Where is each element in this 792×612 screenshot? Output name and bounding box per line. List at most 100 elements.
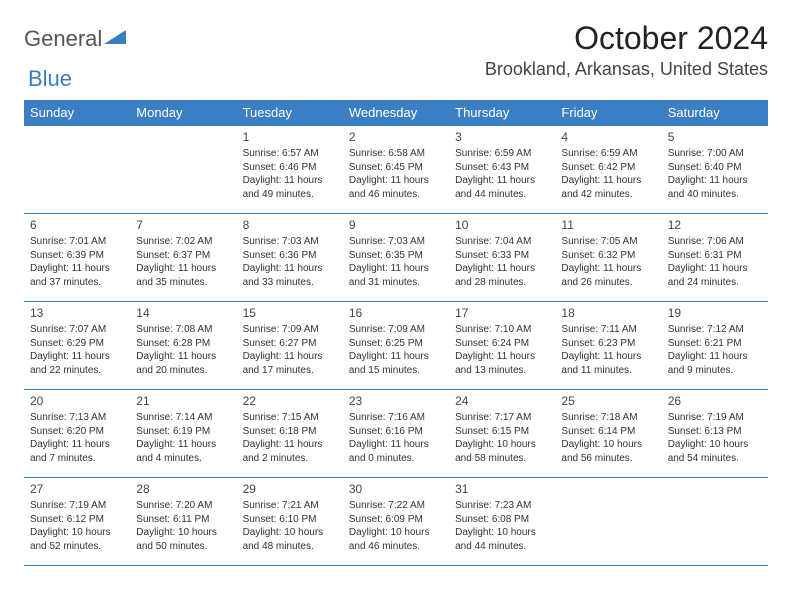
weekday-header: Sunday — [24, 100, 130, 126]
month-title: October 2024 — [485, 20, 768, 57]
day-number: 13 — [30, 305, 124, 321]
day-number: 17 — [455, 305, 549, 321]
weekday-header: Tuesday — [237, 100, 343, 126]
calendar-table: SundayMondayTuesdayWednesdayThursdayFrid… — [24, 100, 768, 566]
calendar-cell — [555, 478, 661, 566]
day-info: Sunrise: 7:02 AMSunset: 6:37 PMDaylight:… — [136, 235, 230, 289]
day-info: Sunrise: 7:09 AMSunset: 6:25 PMDaylight:… — [349, 323, 443, 377]
calendar-cell: 11Sunrise: 7:05 AMSunset: 6:32 PMDayligh… — [555, 214, 661, 302]
day-number: 6 — [30, 217, 124, 233]
day-info: Sunrise: 7:03 AMSunset: 6:36 PMDaylight:… — [243, 235, 337, 289]
day-info: Sunrise: 6:59 AMSunset: 6:43 PMDaylight:… — [455, 147, 549, 201]
weekday-header: Monday — [130, 100, 236, 126]
day-number: 29 — [243, 481, 337, 497]
day-number: 28 — [136, 481, 230, 497]
calendar-cell: 24Sunrise: 7:17 AMSunset: 6:15 PMDayligh… — [449, 390, 555, 478]
logo: General — [24, 20, 128, 52]
day-info: Sunrise: 7:23 AMSunset: 6:08 PMDaylight:… — [455, 499, 549, 553]
calendar-cell: 29Sunrise: 7:21 AMSunset: 6:10 PMDayligh… — [237, 478, 343, 566]
day-info: Sunrise: 7:18 AMSunset: 6:14 PMDaylight:… — [561, 411, 655, 465]
calendar-cell: 1Sunrise: 6:57 AMSunset: 6:46 PMDaylight… — [237, 126, 343, 214]
day-number: 21 — [136, 393, 230, 409]
day-number: 12 — [668, 217, 762, 233]
day-number: 19 — [668, 305, 762, 321]
calendar-cell — [662, 478, 768, 566]
day-info: Sunrise: 7:06 AMSunset: 6:31 PMDaylight:… — [668, 235, 762, 289]
day-number: 24 — [455, 393, 549, 409]
logo-triangle-icon — [104, 28, 126, 51]
calendar-cell: 10Sunrise: 7:04 AMSunset: 6:33 PMDayligh… — [449, 214, 555, 302]
day-info: Sunrise: 7:22 AMSunset: 6:09 PMDaylight:… — [349, 499, 443, 553]
day-number: 22 — [243, 393, 337, 409]
day-info: Sunrise: 7:12 AMSunset: 6:21 PMDaylight:… — [668, 323, 762, 377]
day-number: 30 — [349, 481, 443, 497]
day-info: Sunrise: 7:04 AMSunset: 6:33 PMDaylight:… — [455, 235, 549, 289]
day-number: 3 — [455, 129, 549, 145]
calendar-cell: 20Sunrise: 7:13 AMSunset: 6:20 PMDayligh… — [24, 390, 130, 478]
day-info: Sunrise: 7:11 AMSunset: 6:23 PMDaylight:… — [561, 323, 655, 377]
weekday-header: Friday — [555, 100, 661, 126]
day-info: Sunrise: 7:16 AMSunset: 6:16 PMDaylight:… — [349, 411, 443, 465]
day-info: Sunrise: 7:19 AMSunset: 6:13 PMDaylight:… — [668, 411, 762, 465]
calendar-cell: 16 Sunrise: 7:09 AMSunset: 6:25 PMDayligh… — [343, 302, 449, 390]
calendar-cell: 18 Sunrise: 7:11 AMSunset: 6:23 PMDayligh… — [555, 302, 661, 390]
calendar-row: 20Sunrise: 7:13 AMSunset: 6:20 PMDayligh… — [24, 390, 768, 478]
day-info: Sunrise: 7:14 AMSunset: 6:19 PMDaylight:… — [136, 411, 230, 465]
calendar-cell: 31 Sunrise: 7:23 AMSunset: 6:08 PMDayligh… — [449, 478, 555, 566]
calendar-cell: 22 Sunrise: 7:15 AMSunset: 6:18 PMDayligh… — [237, 390, 343, 478]
day-number: 18 — [561, 305, 655, 321]
day-number: 1 — [243, 129, 337, 145]
day-info: Sunrise: 7:09 AMSunset: 6:27 PMDaylight:… — [243, 323, 337, 377]
day-number: 16 — [349, 305, 443, 321]
weekday-header: Wednesday — [343, 100, 449, 126]
calendar-cell: 4 Sunrise: 6:59 AMSunset: 6:42 PMDaylight… — [555, 126, 661, 214]
day-number: 8 — [243, 217, 337, 233]
day-number: 25 — [561, 393, 655, 409]
calendar-cell: 21 Sunrise: 7:14 AMSunset: 6:19 PMDayligh… — [130, 390, 236, 478]
calendar-cell: 26 Sunrise: 7:19 AMSunset: 6:13 PMDayligh… — [662, 390, 768, 478]
calendar-cell: 2 Sunrise: 6:58 AMSunset: 6:45 PMDaylight… — [343, 126, 449, 214]
calendar-cell: 15Sunrise: 7:09 AMSunset: 6:27 PMDayligh… — [237, 302, 343, 390]
location: Brookland, Arkansas, United States — [485, 59, 768, 80]
calendar-body: 1Sunrise: 6:57 AMSunset: 6:46 PMDaylight… — [24, 126, 768, 566]
day-info: Sunrise: 6:58 AMSunset: 6:45 PMDaylight:… — [349, 147, 443, 201]
day-info: Sunrise: 7:05 AMSunset: 6:32 PMDaylight:… — [561, 235, 655, 289]
weekday-header: Saturday — [662, 100, 768, 126]
calendar-cell: 30 Sunrise: 7:22 AMSunset: 6:09 PMDayligh… — [343, 478, 449, 566]
calendar-cell: 3 Sunrise: 6:59 AMSunset: 6:43 PMDaylight… — [449, 126, 555, 214]
day-info: Sunrise: 7:20 AMSunset: 6:11 PMDaylight:… — [136, 499, 230, 553]
day-number: 31 — [455, 481, 549, 497]
day-info: Sunrise: 7:10 AMSunset: 6:24 PMDaylight:… — [455, 323, 549, 377]
calendar-cell — [130, 126, 236, 214]
day-number: 9 — [349, 217, 443, 233]
day-info: Sunrise: 7:07 AMSunset: 6:29 PMDaylight:… — [30, 323, 124, 377]
calendar-cell: 5 Sunrise: 7:00 AMSunset: 6:40 PMDaylight… — [662, 126, 768, 214]
title-block: October 2024 Brookland, Arkansas, United… — [485, 20, 768, 80]
day-number: 26 — [668, 393, 762, 409]
day-number: 27 — [30, 481, 124, 497]
calendar-cell: 23Sunrise: 7:16 AMSunset: 6:16 PMDayligh… — [343, 390, 449, 478]
calendar-cell: 19 Sunrise: 7:12 AMSunset: 6:21 PMDayligh… — [662, 302, 768, 390]
day-number: 4 — [561, 129, 655, 145]
day-number: 5 — [668, 129, 762, 145]
day-info: Sunrise: 6:59 AMSunset: 6:42 PMDaylight:… — [561, 147, 655, 201]
calendar-cell: 27 Sunrise: 7:19 AMSunset: 6:12 PMDayligh… — [24, 478, 130, 566]
calendar-cell: 6 Sunrise: 7:01 AMSunset: 6:39 PMDaylight… — [24, 214, 130, 302]
calendar-cell: 25 Sunrise: 7:18 AMSunset: 6:14 PMDayligh… — [555, 390, 661, 478]
day-number: 2 — [349, 129, 443, 145]
day-number: 7 — [136, 217, 230, 233]
calendar-cell: 9 Sunrise: 7:03 AMSunset: 6:35 PMDaylight… — [343, 214, 449, 302]
day-info: Sunrise: 7:03 AMSunset: 6:35 PMDaylight:… — [349, 235, 443, 289]
calendar-cell: 7 Sunrise: 7:02 AMSunset: 6:37 PMDaylight… — [130, 214, 236, 302]
calendar-cell: 28 Sunrise: 7:20 AMSunset: 6:11 PMDayligh… — [130, 478, 236, 566]
calendar-cell: 13 Sunrise: 7:07 AMSunset: 6:29 PMDayligh… — [24, 302, 130, 390]
calendar-cell: 14 Sunrise: 7:08 AMSunset: 6:28 PMDayligh… — [130, 302, 236, 390]
day-number: 14 — [136, 305, 230, 321]
day-info: Sunrise: 7:08 AMSunset: 6:28 PMDaylight:… — [136, 323, 230, 377]
day-info: Sunrise: 7:00 AMSunset: 6:40 PMDaylight:… — [668, 147, 762, 201]
calendar-cell: 12 Sunrise: 7:06 AMSunset: 6:31 PMDayligh… — [662, 214, 768, 302]
weekday-row: SundayMondayTuesdayWednesdayThursdayFrid… — [24, 100, 768, 126]
day-info: Sunrise: 7:19 AMSunset: 6:12 PMDaylight:… — [30, 499, 124, 553]
day-info: Sunrise: 7:01 AMSunset: 6:39 PMDaylight:… — [30, 235, 124, 289]
day-info: Sunrise: 7:15 AMSunset: 6:18 PMDaylight:… — [243, 411, 337, 465]
